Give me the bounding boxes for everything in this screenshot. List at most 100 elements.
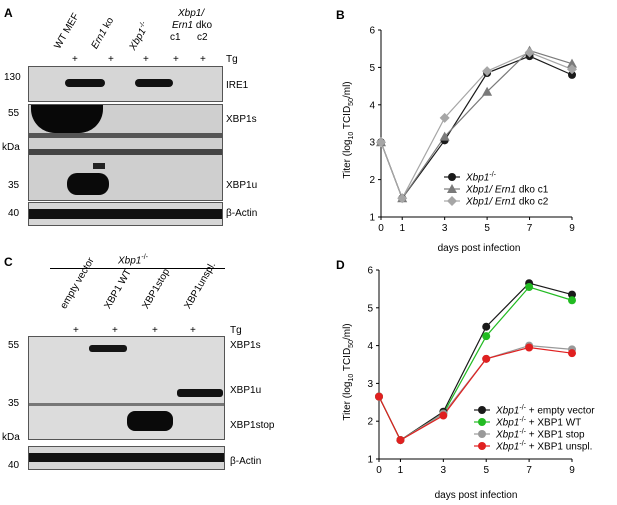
x-tick-label: 1 <box>398 465 404 476</box>
panel-letter-c: C <box>4 255 13 269</box>
marker-55: 55 <box>8 108 20 119</box>
y-tick-label: 1 <box>369 213 375 224</box>
x-tick-label: 0 <box>378 223 384 234</box>
y-tick-label: 3 <box>367 379 373 390</box>
data-point <box>524 47 535 58</box>
y-tick-label: 4 <box>367 341 373 352</box>
band <box>29 133 222 138</box>
band-label-xbp1s: XBP1s <box>226 114 257 125</box>
y-tick-label: 4 <box>369 100 375 111</box>
tg-mark-5: + <box>200 54 206 65</box>
data-point <box>525 343 534 352</box>
marker-35-c: 35 <box>8 398 20 409</box>
band <box>89 345 127 352</box>
y-axis-label: Titer (log10 TCID50/ml) <box>342 323 355 420</box>
unit-kda: kDa <box>2 142 20 153</box>
band <box>31 105 103 133</box>
band <box>29 149 222 155</box>
x-tick-label: 0 <box>376 465 382 476</box>
band <box>177 389 223 397</box>
legend-entry: Xbp1-/- + XBP1 WT <box>495 417 581 429</box>
data-point <box>376 137 386 148</box>
legend-marker <box>478 430 486 438</box>
blot-xbp1-c <box>28 336 225 440</box>
lane-header-c1: c1 <box>170 32 181 43</box>
x-axis-label: days post infection <box>435 490 518 501</box>
lane-header-empty-vector: empty vector <box>58 255 97 311</box>
x-tick-label: 5 <box>483 465 489 476</box>
data-point <box>482 86 493 96</box>
band <box>93 163 105 169</box>
tg-label-c: Tg <box>230 325 242 336</box>
blot-xbp1 <box>28 104 223 201</box>
y-tick-label: 5 <box>367 303 373 314</box>
legend-marker <box>447 196 457 206</box>
band <box>29 209 222 219</box>
blot-actin-c <box>28 446 225 470</box>
data-point <box>439 411 448 420</box>
marker-40: 40 <box>8 208 20 219</box>
x-tick-label: 7 <box>526 465 532 476</box>
legend-marker <box>478 442 486 450</box>
band-label-actin: β-Actin <box>226 208 258 219</box>
legend-marker <box>448 173 456 181</box>
data-point <box>525 283 534 292</box>
x-tick-label: 7 <box>527 223 533 234</box>
data-point <box>375 392 383 401</box>
tg-mark-4: + <box>173 54 179 65</box>
tg-mark-c4: + <box>190 325 196 336</box>
y-tick-label: 5 <box>369 63 375 74</box>
data-point <box>482 354 491 363</box>
lane-header-dko-1: Xbp1/ <box>178 8 205 19</box>
lane-header-xbp1stop: XBP1stop <box>140 266 173 311</box>
data-point <box>482 332 491 341</box>
tg-mark-1: + <box>72 54 78 65</box>
panel-letter-d: D <box>336 258 345 272</box>
tg-mark-c2: + <box>112 325 118 336</box>
marker-40-c: 40 <box>8 460 20 471</box>
legend-entry: Xbp1-/- + XBP1 stop <box>495 429 585 441</box>
band-label-xbp1u-c: XBP1u <box>230 385 262 396</box>
y-tick-label: 6 <box>367 266 373 277</box>
legend-marker <box>478 406 486 414</box>
legend-marker <box>478 418 486 426</box>
band-label-actin-c: β-Actin <box>230 456 262 467</box>
tg-mark-c1: + <box>73 325 79 336</box>
data-point <box>482 66 493 77</box>
data-point <box>397 193 408 204</box>
lane-header-xbp1-wt: XBP1 WT <box>102 267 134 311</box>
band-label-xbp1stop-c: XBP1stop <box>230 420 275 431</box>
data-point <box>568 296 576 305</box>
lane-header-ern1-ko: Ern1 ko <box>89 15 117 51</box>
x-axis-label: days post infection <box>438 243 521 254</box>
band <box>29 403 224 406</box>
data-point <box>568 70 576 79</box>
data-point <box>439 112 450 123</box>
band <box>127 411 173 431</box>
x-tick-label: 1 <box>399 223 405 234</box>
y-tick-label: 6 <box>369 26 375 37</box>
tg-mark-3: + <box>143 54 149 65</box>
blot-actin <box>28 202 223 226</box>
lane-header-c2: c2 <box>197 32 208 43</box>
tg-label: Tg <box>226 54 238 65</box>
data-point <box>439 131 450 141</box>
legend-entry: Xbp1-/- <box>465 172 497 184</box>
marker-130: 130 <box>4 72 21 83</box>
series-line <box>378 346 573 441</box>
blot-ire1 <box>28 66 223 102</box>
data-point <box>567 58 577 68</box>
x-tick-label: 3 <box>441 465 447 476</box>
data-point <box>567 64 577 75</box>
band <box>29 453 224 462</box>
band-label-ire1: IRE1 <box>226 80 249 91</box>
legend-entry: Xbp1/ Ern1 dko c1 <box>465 185 549 196</box>
unit-kda-c: kDa <box>2 432 20 443</box>
y-tick-label: 1 <box>367 455 373 466</box>
tg-mark-c3: + <box>152 325 158 336</box>
band-label-xbp1s-c: XBP1s <box>230 340 261 351</box>
y-tick-label: 2 <box>367 417 373 428</box>
